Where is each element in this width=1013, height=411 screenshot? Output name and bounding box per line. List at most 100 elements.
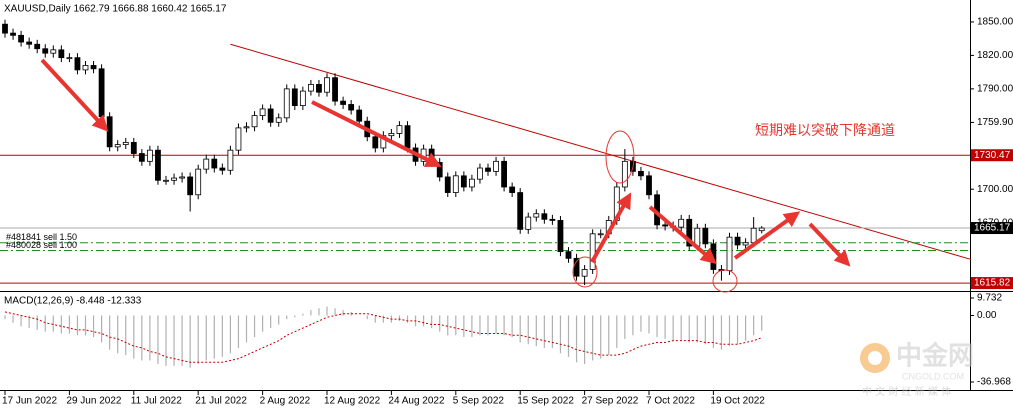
candle-body [436, 162, 443, 178]
candle-body [299, 90, 306, 106]
x-tick-label: 17 Jun 2022 [2, 396, 57, 407]
candle-body [251, 115, 258, 128]
candle-body [42, 48, 49, 54]
arrow [808, 222, 851, 267]
candle-body [396, 125, 403, 134]
candle-body [758, 227, 765, 232]
macd-bar [519, 315, 521, 343]
macd-bar [600, 315, 602, 359]
candle-body [283, 88, 290, 119]
macd-bar [342, 310, 344, 316]
macd-bar [76, 315, 79, 336]
macd-bar [52, 315, 54, 332]
macd-bar [423, 315, 425, 327]
candle-body [58, 49, 65, 59]
macd-bar [165, 315, 167, 366]
candle-body [114, 144, 121, 148]
candle-body [82, 65, 89, 71]
macd-bar [294, 315, 296, 318]
candle-body [533, 213, 540, 218]
macd-bar [463, 315, 465, 338]
macd-bar [302, 313, 304, 316]
level-label-box [971, 149, 1013, 162]
x-tick-label: 27 Sep 2022 [582, 396, 639, 407]
candle-body [485, 167, 491, 172]
macd-bar [141, 315, 143, 361]
signal-line [4, 311, 762, 363]
candle-body [734, 236, 741, 246]
candle-body [525, 216, 532, 230]
candle-body [2, 23, 8, 34]
macd-bar [28, 315, 30, 329]
macd-bar [664, 315, 666, 339]
candle-body [34, 43, 41, 50]
y-tick-label: 1850.00 [977, 17, 1013, 28]
candle-body [662, 224, 668, 227]
candle-body [267, 108, 274, 123]
macd-bar [728, 315, 731, 347]
arrow [648, 205, 717, 265]
candle-body [195, 168, 202, 196]
candle-body [171, 177, 177, 181]
macd-bar [527, 315, 529, 345]
candle-body [501, 160, 508, 188]
macd-bar [92, 315, 95, 338]
candle-body [235, 127, 242, 151]
x-tick-label: 24 Aug 2022 [388, 396, 445, 407]
macd-bar [173, 315, 175, 366]
price-panel: #481841 sell 1.50#480028 sell 1.00 [0, 19, 972, 286]
macd-bar [712, 315, 714, 348]
candle-body [291, 88, 298, 106]
macd-bar [213, 315, 215, 359]
macd-bar [471, 315, 473, 338]
candle-body [517, 192, 524, 230]
macd-bar [511, 315, 513, 338]
macd-bar [656, 315, 658, 338]
candle-body [581, 269, 588, 277]
macd-bar [680, 315, 682, 341]
candle-body [646, 175, 652, 196]
arrow [311, 100, 442, 167]
highlight-circle [605, 130, 635, 184]
candle-body [211, 158, 218, 169]
x-tick-label: 21 Jul 2022 [195, 396, 247, 407]
y-tick-label: -36.968 [977, 377, 1011, 388]
macd-bar [270, 315, 272, 329]
candle-body [74, 57, 81, 71]
candle-body [356, 109, 363, 122]
candle-body [18, 34, 25, 43]
macd-bar [221, 315, 223, 357]
highlight-circle [712, 269, 738, 293]
x-tick-label: 5 Sep 2022 [453, 396, 505, 407]
arrow [40, 58, 109, 132]
macd-bar [648, 315, 650, 334]
macd-bar [503, 315, 505, 336]
macd-bar [406, 315, 409, 323]
macd-bar [157, 315, 159, 365]
macd-bar [479, 315, 481, 336]
candle-body [163, 179, 169, 182]
watermark-site: CNGOLD.COM [902, 371, 964, 381]
x-tick-label: 12 Aug 2022 [324, 396, 381, 407]
watermark-slogan: 中 文 财 经 新 媒 体 [862, 385, 951, 398]
candle-body [750, 227, 757, 244]
candle-body [227, 149, 234, 171]
candle-body [477, 167, 483, 180]
y-tick-label: 1820.00 [977, 50, 1013, 61]
macd-bar [326, 306, 328, 316]
macd-bar [334, 308, 336, 316]
macd-panel [4, 306, 763, 368]
macd-bar [117, 315, 119, 354]
macd-bar [447, 315, 449, 336]
macd-bar [455, 315, 457, 336]
macd-bar [310, 310, 312, 316]
macd-bar [398, 315, 401, 321]
candle-body [106, 116, 113, 148]
candle-body [468, 178, 475, 188]
macd-bar [575, 315, 578, 363]
candle-body [179, 176, 186, 179]
candle-body [621, 160, 628, 188]
macd-bar [12, 315, 14, 323]
candle-body [332, 77, 338, 102]
trendline [230, 43, 972, 260]
